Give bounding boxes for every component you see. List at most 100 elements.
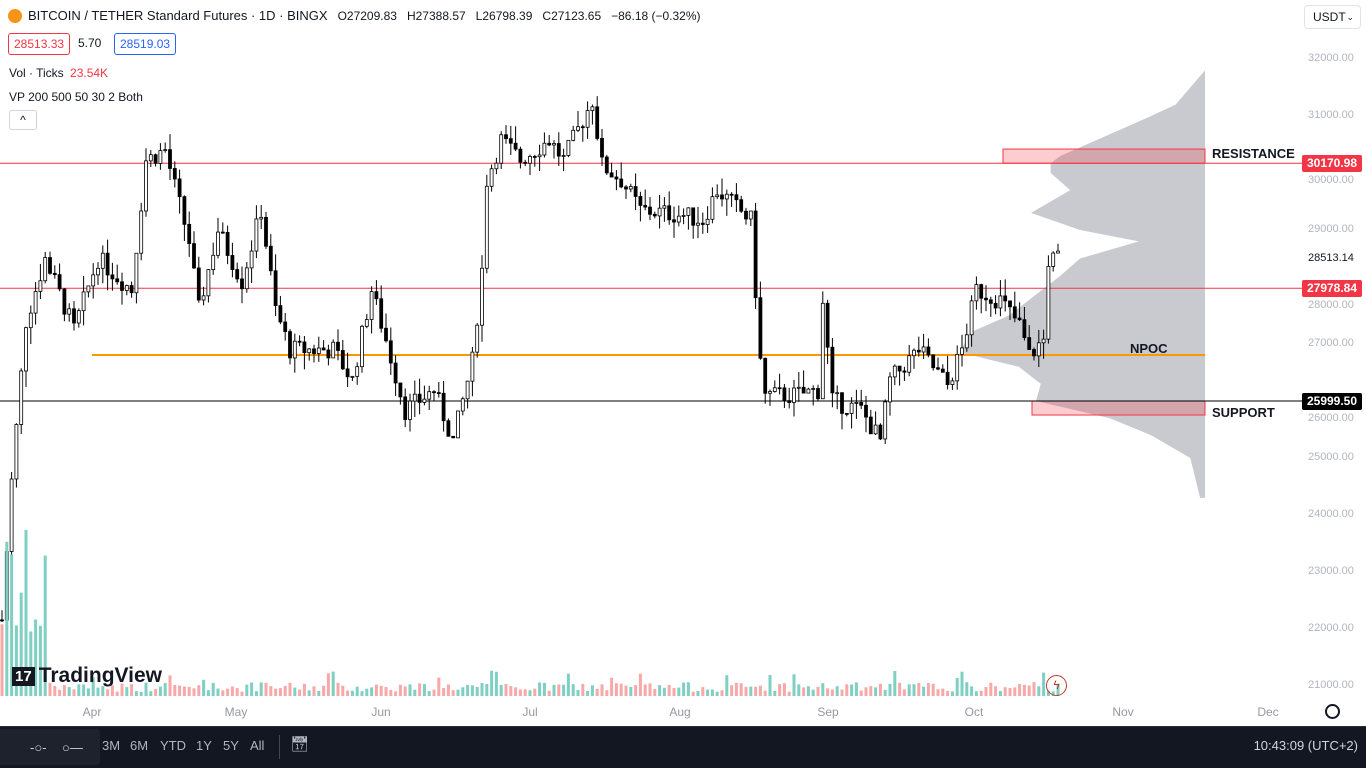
volume-bar [187,686,191,696]
volume-bar [706,689,710,696]
candle-body [182,196,187,225]
volume-bar [869,686,873,696]
volume-bar [350,690,354,696]
range-3m[interactable]: 3M [102,738,121,753]
volume-bar [192,688,196,696]
candle-body [268,245,273,272]
settings-gear-icon[interactable] [1325,704,1340,719]
volume-bar [278,688,282,696]
volume-bar [254,691,258,696]
clock[interactable]: 10:43:09 (UTC+2) [1253,738,1358,753]
candle-body [768,391,772,394]
volume-bar [394,691,398,696]
collapse-legend-button[interactable]: ^ [9,110,37,130]
volume-bar [614,683,618,696]
volume-bar [355,686,359,696]
resistance-price-tag: 30170.98 [1302,155,1362,172]
volume-bar [974,691,978,696]
price-chart[interactable] [0,0,1366,726]
volume-bar [96,687,100,696]
volume-bar [125,687,129,696]
volume-bar [120,683,124,696]
volume-bar [888,683,892,696]
candle-body [888,376,892,403]
brand-name: TradingView [38,664,163,687]
last-price-label: 28513.14 [1308,252,1354,264]
candle-body [244,267,249,290]
sell-button[interactable]: 28513.33 [8,33,71,55]
go-to-date-calendar-icon[interactable]: 📅︎ [290,736,310,753]
candle-body [393,362,398,384]
zoom-out-icon[interactable]: -○- [30,740,47,755]
range-6m[interactable]: 6M [130,738,149,753]
tradingview-logo[interactable]: 17 TradingView [12,664,162,688]
volume-bar [667,684,671,696]
candle-body [700,222,705,225]
time-tick: Oct [964,705,984,719]
candle-body [417,393,422,403]
volume-bar [437,677,441,696]
candle-body [528,156,532,164]
volume-bar [590,685,594,696]
range-ytd[interactable]: YTD [160,738,186,753]
candle-body [494,162,499,170]
volume-indicator-legend[interactable]: Vol · Ticks 23.54K [9,66,108,80]
volume-bar [499,684,503,696]
range-1y[interactable]: 1Y [196,738,212,753]
volume-bar [854,682,858,696]
range-5y[interactable]: 5Y [223,738,239,753]
candle-body [52,272,57,275]
candle-body [355,366,360,377]
volume-bar [451,690,455,696]
npoc-label: NPOC [1130,341,1168,356]
candle-body [849,402,854,414]
range-all[interactable]: All [250,738,265,753]
candle-body [465,380,470,400]
volume-bar [384,687,388,696]
candle-body [724,193,729,200]
volume-bar [307,690,311,696]
volume-bar [38,625,42,696]
currency-select[interactable]: USDT ⌄ [1304,5,1361,29]
volume-bar [53,685,57,696]
volume-bar [1032,682,1036,696]
candle-body [753,210,758,299]
volume-bar [341,685,345,696]
candle-body [350,375,355,378]
volume-bar [490,670,494,696]
buy-button[interactable]: 28519.03 [114,33,177,55]
candle-body [1041,338,1046,344]
candle-body [436,392,441,394]
volume-bar [778,684,782,696]
volume-bar [653,689,657,696]
volume-bar [144,682,148,696]
volume-bar [965,682,969,696]
candle-body [398,382,403,398]
volume-bar [403,686,407,696]
vp-indicator-legend[interactable]: VP 200 500 50 30 2 Both [9,90,143,104]
candle-body [1022,319,1027,338]
volume-bar [24,529,28,696]
volume-profile [960,70,1205,498]
volume-bar [562,684,566,696]
volume-bar [48,682,52,696]
volume-bar [715,691,719,696]
candle-body [499,134,504,164]
candle-body [456,410,460,439]
candle-body [432,391,436,394]
volume-bar [518,689,522,696]
candle-body [931,354,936,369]
volume-bar [960,671,964,696]
volume-bar [955,677,959,696]
volume-bar [461,687,465,696]
symbol-title[interactable]: BITCOIN / TETHER Standard Futures · 1D ·… [28,8,328,23]
candle-body [782,387,787,402]
candle-body [571,129,576,141]
volume-bar [293,687,297,696]
zoom-in-icon[interactable]: ○— [62,740,83,755]
volume-bar [1037,686,1041,696]
candle-body [964,334,969,349]
volume-bar [811,689,815,696]
resistance-label: RESISTANCE [1212,146,1295,161]
lightning-icon[interactable]: ϟ [1046,675,1067,696]
